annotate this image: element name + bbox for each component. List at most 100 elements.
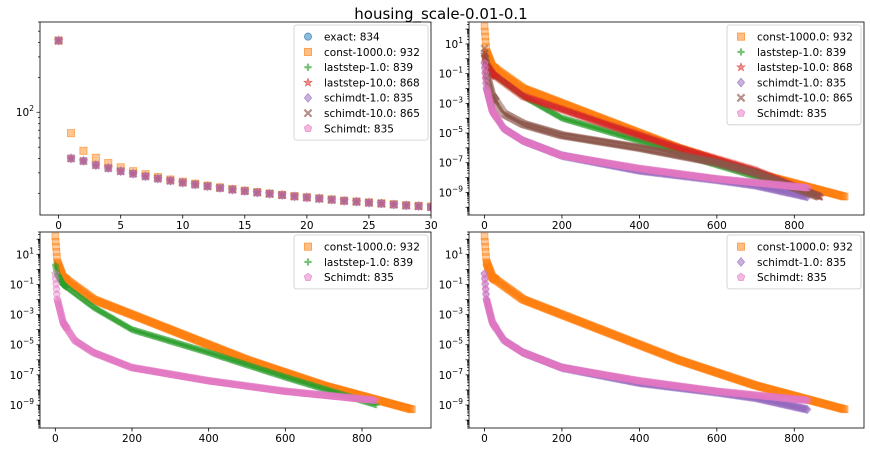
legend-box xyxy=(726,24,862,126)
y-tick-label: 10−1 xyxy=(10,276,35,291)
data-point-Schimdt xyxy=(203,181,212,190)
legend: exact: 834 const-1000.0: 932 laststep-1.0:… xyxy=(293,24,429,141)
data-point-Schimdt xyxy=(252,188,262,197)
y-tick-base: 10 xyxy=(445,249,458,261)
legend-marker-schimdt-1.0 xyxy=(736,77,746,88)
data-point-Schimdt xyxy=(371,396,380,404)
legend-label: laststep-10.0: 868 xyxy=(324,77,420,89)
y-tick-exponent: −7 xyxy=(452,367,463,376)
data-point-Schimdt xyxy=(128,169,138,178)
y-tick-base: 10 xyxy=(445,39,458,51)
legend-box xyxy=(726,234,862,290)
data-point-Schimdt xyxy=(104,163,113,172)
data-point-Schimdt xyxy=(290,191,299,201)
data-point-Schimdt xyxy=(51,274,60,283)
y-tick-exponent: −1 xyxy=(452,276,463,285)
legend: const-1000.0: 932 laststep-1.0: 839 lastst… xyxy=(726,24,862,126)
legend-label: laststep-1.0: 839 xyxy=(324,62,413,74)
data-point-Schimdt xyxy=(481,285,490,293)
x-tick-label: 20 xyxy=(300,220,313,232)
legend-box xyxy=(293,24,429,141)
x-tick-label: 30 xyxy=(424,220,437,232)
plot-area xyxy=(51,232,416,414)
data-point-const-1000.0 xyxy=(79,146,88,155)
data-point-const-1000.0 xyxy=(52,242,60,251)
data-point-Schimdt xyxy=(116,166,125,175)
x-tick-label: 400 xyxy=(629,433,649,445)
y-tick-label: 10−5 xyxy=(439,125,464,140)
y-tick-exponent: −9 xyxy=(23,397,34,406)
x-tick-label: 600 xyxy=(707,220,727,232)
y-tick-label: 10−7 xyxy=(439,155,464,170)
y-tick-label: 10−9 xyxy=(439,397,464,412)
data-point-Schimdt xyxy=(277,190,287,199)
data-point-Schimdt xyxy=(339,196,349,205)
y-tick-base: 10 xyxy=(439,310,452,322)
y-tick-label: 101 xyxy=(445,36,463,51)
y-tick-exponent: 1 xyxy=(29,246,34,255)
legend-marker-const-1000.0 xyxy=(303,47,312,56)
y-tick-exponent: −7 xyxy=(452,155,463,164)
y-tick-exponent: −5 xyxy=(23,337,34,346)
data-point-const-1000.0 xyxy=(480,22,489,31)
data-point-const-1000.0 xyxy=(51,237,60,246)
x-tick-label: 200 xyxy=(122,433,142,445)
y-tick-label: 102 xyxy=(16,104,34,119)
y-tick-base: 10 xyxy=(16,249,29,261)
data-point-Schimdt xyxy=(215,183,225,192)
legend-label: Schimdt: 835 xyxy=(757,272,827,284)
data-point-Schimdt xyxy=(52,279,61,288)
data-point-Schimdt xyxy=(480,269,489,278)
legend-label: laststep-1.0: 839 xyxy=(324,257,413,269)
y-tick-exponent: −3 xyxy=(452,307,463,316)
legend-marker-laststep-1.0 xyxy=(304,258,312,266)
x-tick-label: 0 xyxy=(481,433,488,445)
y-tick-label: 10−3 xyxy=(10,307,35,322)
legend-label: schimdt-1.0: 835 xyxy=(757,257,846,269)
legend-marker-laststep-10.0 xyxy=(303,77,313,87)
y-tick-label: 10−3 xyxy=(439,95,464,110)
data-point-const-1000.0 xyxy=(481,32,490,41)
y-tick-exponent: −5 xyxy=(452,337,463,346)
y-tick-exponent: −9 xyxy=(452,397,463,406)
legend-marker-schimdt-1.0 xyxy=(303,92,313,103)
plot-area xyxy=(479,22,849,202)
data-point-const-1000.0 xyxy=(67,129,76,138)
y-tick-exponent: −9 xyxy=(452,184,463,193)
x-tick-label: 200 xyxy=(552,433,572,445)
x-tick-label: 200 xyxy=(552,220,572,232)
data-point-Schimdt xyxy=(66,153,76,163)
legend-marker-exact xyxy=(303,32,312,41)
data-point-Schimdt xyxy=(481,74,490,82)
data-point-schimdt-1.0 xyxy=(481,279,490,289)
data-point-Schimdt xyxy=(240,186,250,195)
data-point-Schimdt xyxy=(327,195,336,204)
panel-bottom-right: 0 200 400 600 80010110−110−310−510−710−9cons… xyxy=(439,231,865,445)
data-point-Schimdt xyxy=(414,201,423,210)
data-point-const-1000.0 xyxy=(481,237,489,246)
y-tick-exponent: −1 xyxy=(23,276,34,285)
x-tick-label: 10 xyxy=(176,220,189,232)
data-point-const-1000.0 xyxy=(481,37,490,46)
data-point-Schimdt xyxy=(51,269,60,278)
data-point-const-1000.0 xyxy=(51,232,60,241)
legend-marker-Schimdt xyxy=(736,272,746,281)
y-tick-base: 10 xyxy=(10,310,23,322)
data-point-Schimdt xyxy=(481,279,490,288)
y-tick-label: 101 xyxy=(445,246,463,261)
data-point-schimdt-1.0 xyxy=(801,404,810,414)
y-tick-label: 10−5 xyxy=(439,337,464,352)
legend-marker-const-1000.0 xyxy=(303,242,312,251)
y-tick-base: 10 xyxy=(439,279,452,291)
y-tick-exponent: −3 xyxy=(452,95,463,104)
legend-label: schimdt-10.0: 865 xyxy=(757,93,853,105)
y-tick-base: 10 xyxy=(439,340,452,352)
data-point-const-1000.0 xyxy=(481,248,490,256)
legend-label: Schimdt: 835 xyxy=(324,272,394,284)
legend-marker-Schimdt xyxy=(303,123,313,133)
data-point-schimdt-1.0 xyxy=(802,404,811,414)
y-tick-base: 10 xyxy=(16,107,29,119)
panel-bottom-left: 0 200 400 600 80010110−110−310−510−710−9cons… xyxy=(10,231,432,445)
data-point-const-1000.0 xyxy=(840,192,849,201)
